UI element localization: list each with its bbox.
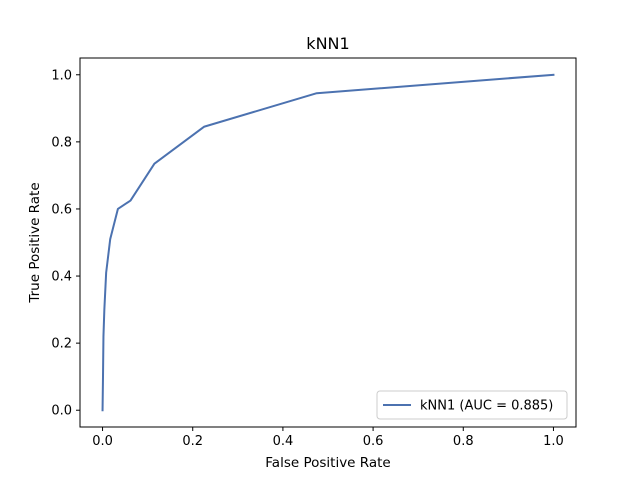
x-axis-label: False Positive Rate xyxy=(265,455,390,471)
x-tick-label: 0.0 xyxy=(92,434,113,449)
x-tick-label: 0.2 xyxy=(182,434,203,449)
y-tick-label: 0.2 xyxy=(51,337,72,352)
plot-area: 0.0 0.2 0.4 0.6 0.8 1.0 0.0 0.2 0.4 0.6 0.8 1.0 xyxy=(51,57,577,449)
y-tick-label: 0.4 xyxy=(51,270,72,285)
legend-box xyxy=(376,390,568,420)
x-tick-label: 0.8 xyxy=(453,434,474,449)
chart-title: kNN1 xyxy=(306,34,349,53)
axes-frame xyxy=(79,57,577,428)
x-tick-label: 0.6 xyxy=(363,434,384,449)
y-tick-label: 1.0 xyxy=(51,68,72,83)
y-axis-label: True Positive Rate xyxy=(27,182,43,303)
y-tick-label: 0.8 xyxy=(51,135,72,150)
legend: kNN1 (AUC = 0.885) xyxy=(376,390,568,420)
x-tick-label: 0.4 xyxy=(273,434,294,449)
y-tick-label: 0.6 xyxy=(51,202,72,217)
x-tick-label: 1.0 xyxy=(543,434,564,449)
series-line-0 xyxy=(101,73,555,412)
legend-label: kNN1 (AUC = 0.885) xyxy=(420,399,553,414)
y-tick-label: 0.0 xyxy=(51,404,72,419)
